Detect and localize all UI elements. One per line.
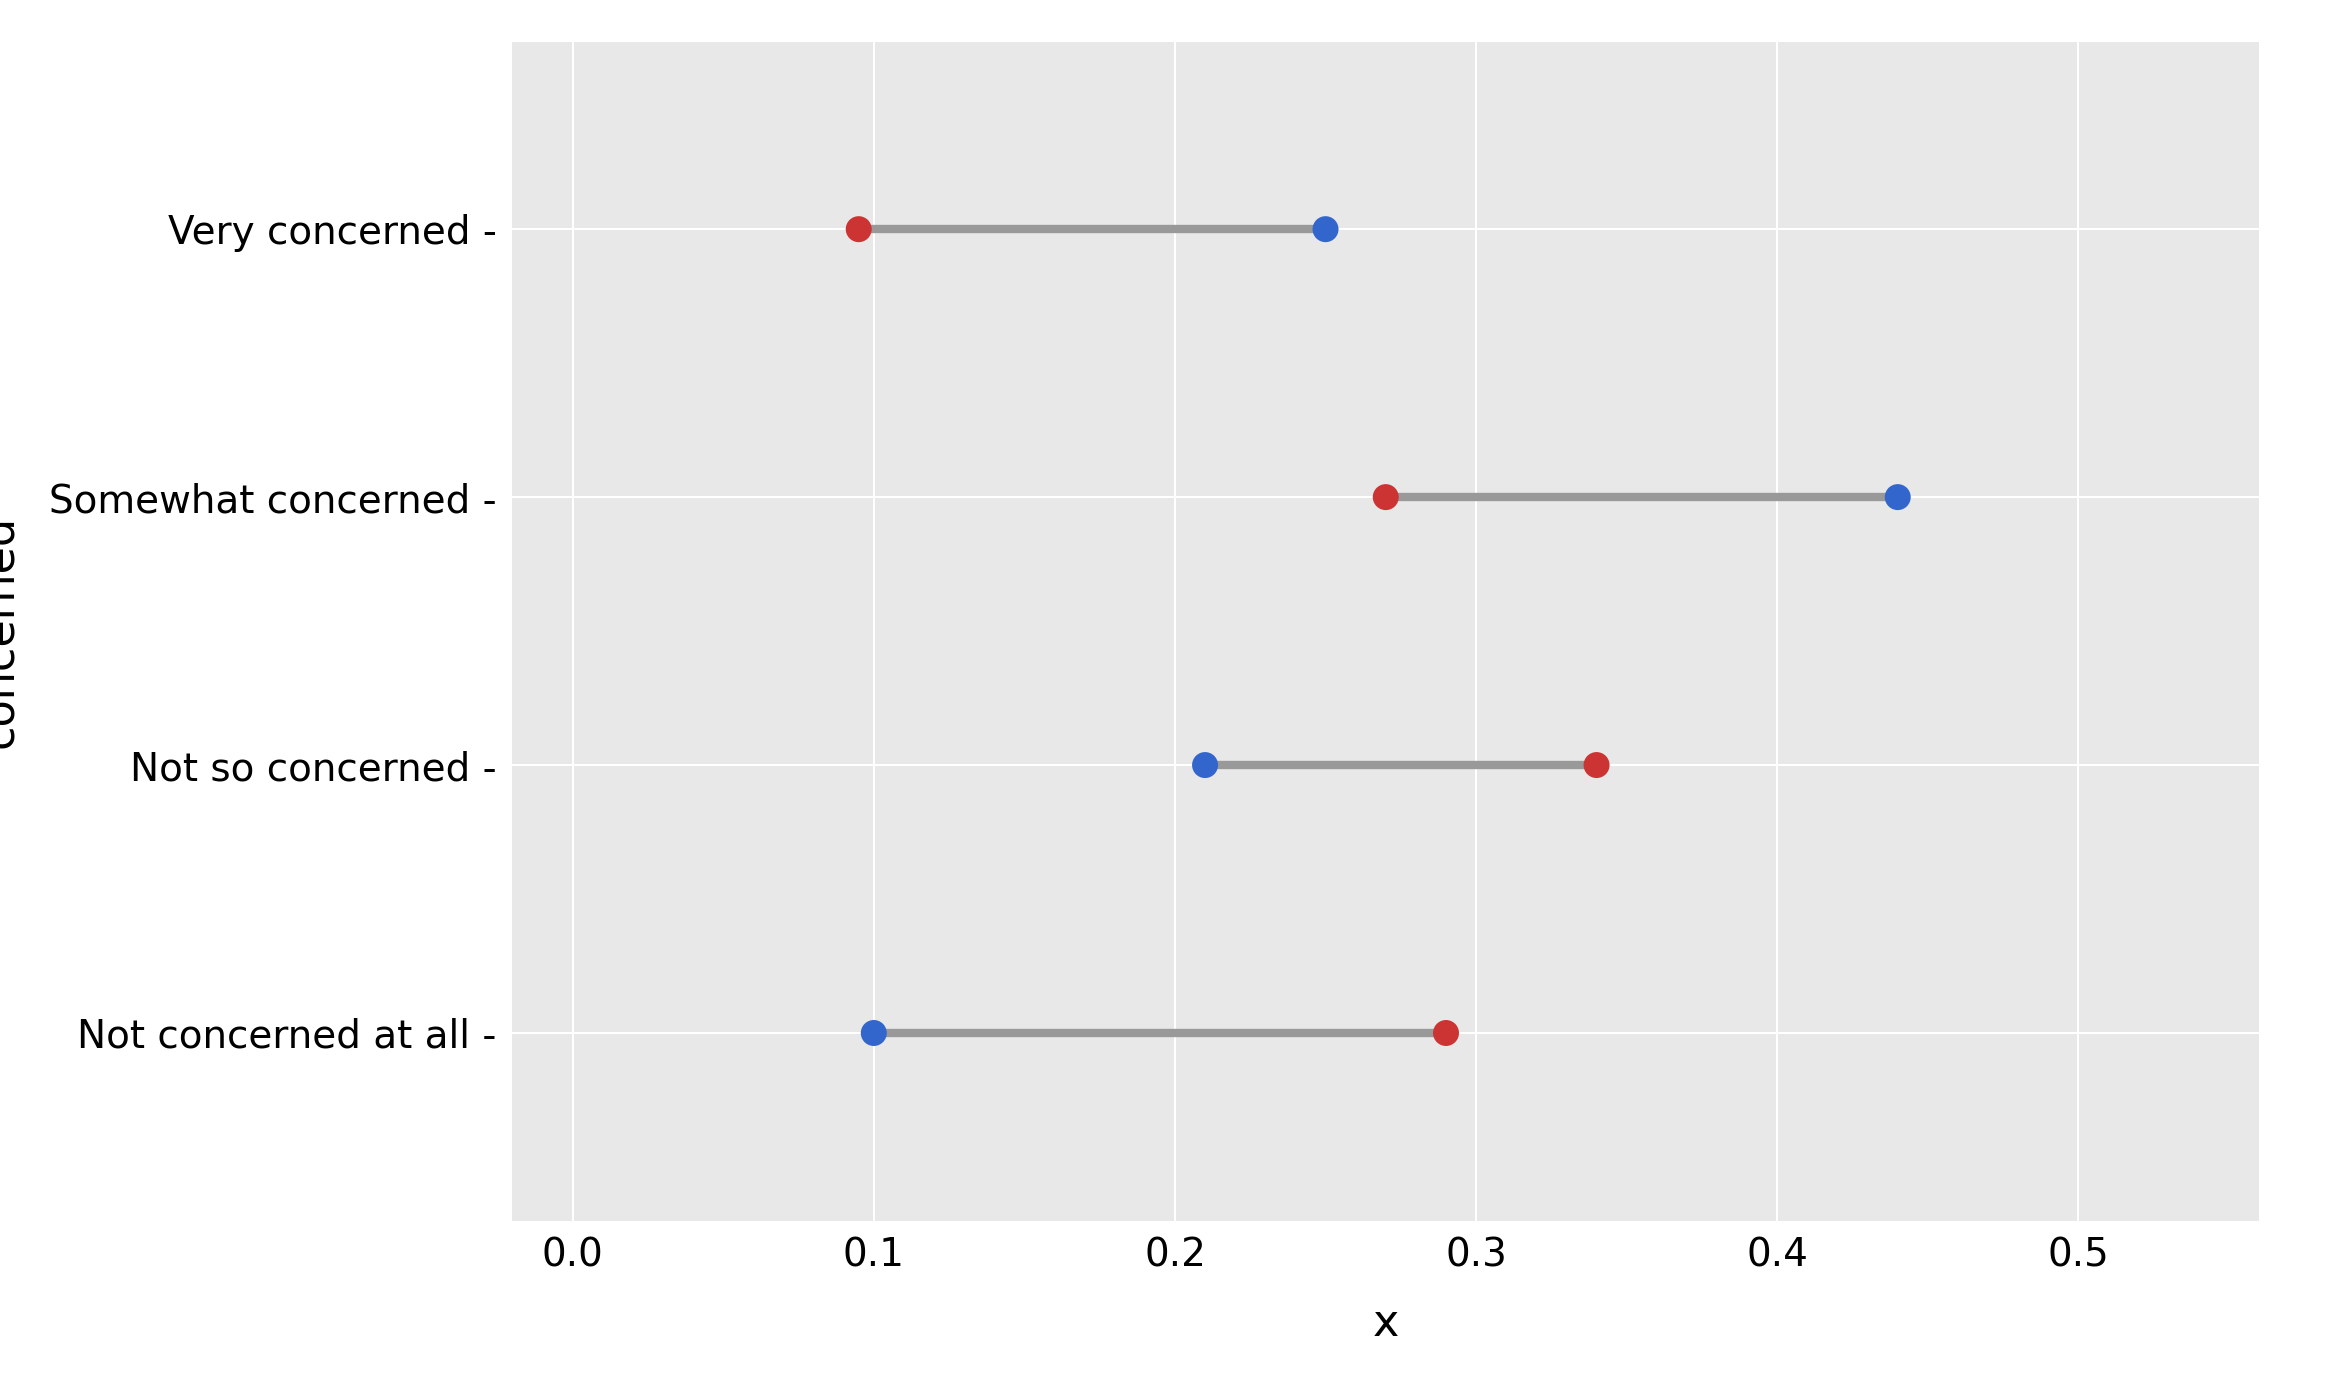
X-axis label: x: x — [1372, 1302, 1400, 1345]
Point — [1428, 1022, 1465, 1044]
Point — [1367, 485, 1404, 508]
Point — [841, 218, 878, 240]
Point — [1579, 755, 1616, 777]
Point — [855, 1022, 892, 1044]
Point — [1185, 755, 1223, 777]
Y-axis label: concerned: concerned — [0, 515, 21, 748]
Point — [1307, 218, 1344, 240]
Point — [1880, 485, 1917, 508]
